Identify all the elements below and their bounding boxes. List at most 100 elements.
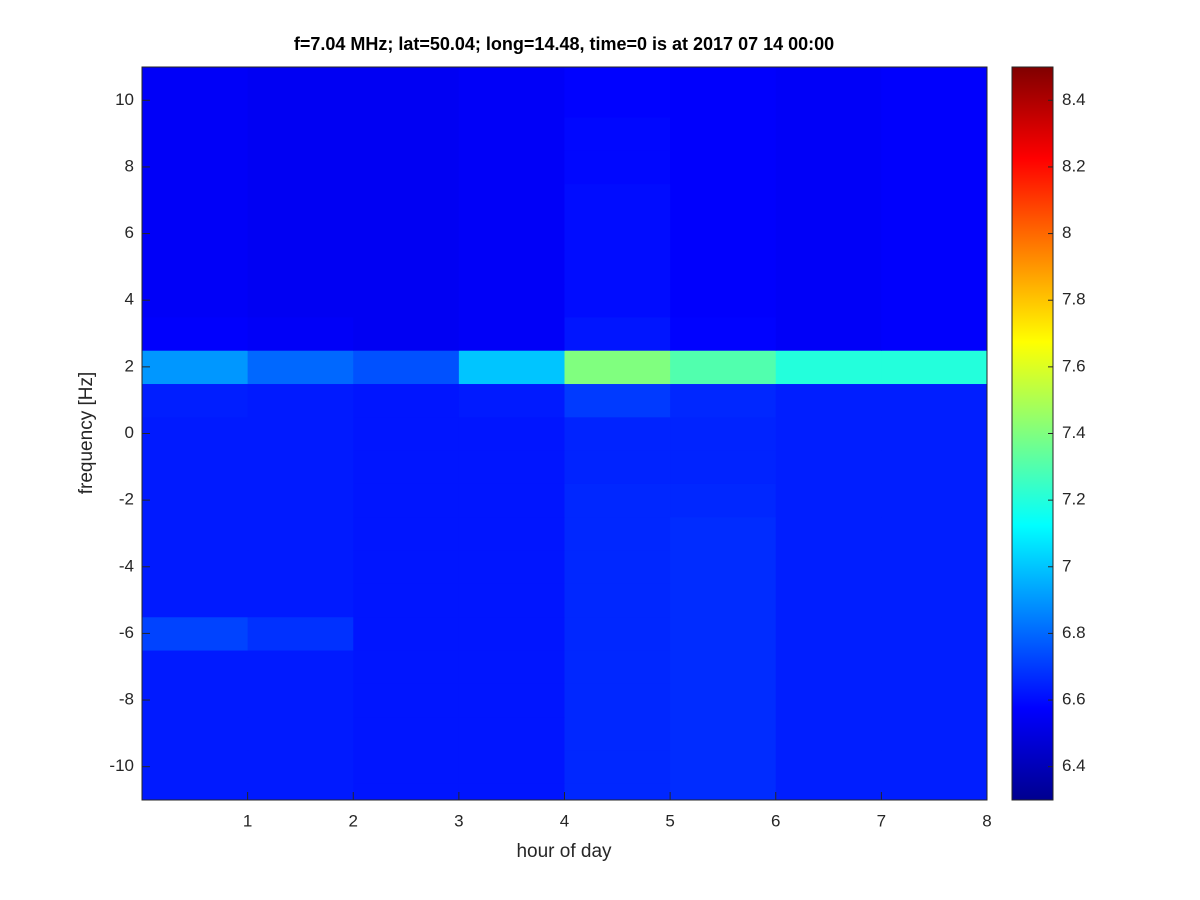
heatmap-cell — [670, 516, 777, 551]
heatmap-cell — [142, 83, 249, 118]
heatmap-cell — [142, 116, 249, 151]
y-tick-label: 6 — [125, 223, 134, 242]
heatmap-cell — [458, 650, 565, 684]
heatmap-cell — [353, 516, 460, 551]
heatmap-cell — [564, 783, 671, 801]
heatmap-cell — [564, 150, 671, 185]
heatmap-cell — [564, 350, 671, 385]
heatmap-cell — [670, 416, 777, 451]
colorbar — [1011, 66, 1054, 801]
heatmap-cell — [775, 450, 882, 484]
heatmap-cell — [775, 116, 882, 151]
heatmap-cell — [247, 450, 354, 484]
heatmap-cell — [247, 750, 354, 784]
y-tick-label: 2 — [125, 356, 134, 375]
heatmap-cell — [458, 350, 565, 385]
heatmap-cell — [775, 650, 882, 684]
heatmap-cell — [247, 316, 354, 351]
heatmap-cell — [775, 250, 882, 285]
heatmap-cell — [670, 283, 777, 318]
heatmap-cell — [458, 316, 565, 351]
heatmap-cell — [247, 216, 354, 251]
colorbar-tick-label: 6.8 — [1062, 623, 1086, 642]
heatmap-cell — [142, 383, 249, 418]
heatmap-cell — [670, 316, 777, 351]
heatmap-cell — [564, 650, 671, 684]
heatmap-cell — [564, 716, 671, 751]
heatmap-cell — [142, 716, 249, 751]
heatmap-cell — [775, 316, 882, 351]
x-tick-label: 2 — [349, 811, 358, 830]
heatmap-cell — [775, 716, 882, 751]
x-tick-label: 3 — [454, 811, 463, 830]
heatmap-cell — [247, 83, 354, 118]
heatmap-cell — [564, 550, 671, 584]
heatmap-cell — [564, 683, 671, 718]
heatmap-cell — [564, 283, 671, 318]
heatmap-cell — [458, 750, 565, 784]
heatmap-cell — [881, 483, 988, 518]
heatmap-cell — [775, 150, 882, 185]
heatmap-cell — [670, 683, 777, 718]
heatmap-cell — [670, 116, 777, 151]
heatmap-cell — [458, 483, 565, 518]
y-tick-label: -2 — [119, 490, 134, 509]
y-axis-label: frequency [Hz] — [76, 372, 97, 495]
heatmap-cell — [247, 716, 354, 751]
heatmap-cell — [142, 683, 249, 718]
heatmap-cell — [670, 450, 777, 484]
heatmap-cell — [142, 483, 249, 518]
heatmap-cell — [670, 750, 777, 784]
heatmap-cell — [142, 250, 249, 285]
chart-title: f=7.04 MHz; lat=50.04; long=14.48, time=… — [294, 34, 834, 54]
heatmap-cell — [564, 516, 671, 551]
heatmap-cell — [353, 183, 460, 218]
heatmap-cell — [881, 450, 988, 484]
heatmap-cell — [458, 516, 565, 551]
heatmap-cell — [353, 350, 460, 385]
x-axis-label: hour of day — [516, 841, 612, 862]
heatmap-cell — [881, 150, 988, 185]
heatmap-cell — [458, 383, 565, 418]
heatmap-cell — [670, 716, 777, 751]
heatmap-cell — [353, 67, 460, 85]
x-tick-label: 4 — [560, 811, 569, 830]
heatmap-cell — [775, 516, 882, 551]
heatmap-cell — [881, 783, 988, 801]
heatmap-cell — [670, 67, 777, 85]
heatmap-cell — [353, 750, 460, 784]
heatmap-cell — [247, 250, 354, 285]
heatmap-cell — [564, 67, 671, 85]
heatmap-cell — [353, 716, 460, 751]
heatmap-cell — [881, 683, 988, 718]
heatmap-cell — [881, 616, 988, 651]
heatmap-cell — [881, 67, 988, 85]
heatmap-cell — [142, 516, 249, 551]
heatmap-cell — [564, 483, 671, 518]
colorbar-tick-label: 7.2 — [1062, 490, 1086, 509]
heatmap-cell — [670, 383, 777, 418]
y-tick-label: 0 — [125, 423, 134, 442]
heatmap-cell — [353, 416, 460, 451]
heatmap-cell — [775, 750, 882, 784]
heatmap-cell — [670, 350, 777, 385]
y-tick-label: 10 — [115, 90, 134, 109]
heatmap-cell — [881, 716, 988, 751]
colorbar-tick-label: 6.6 — [1062, 690, 1086, 709]
x-tick-label: 6 — [771, 811, 780, 830]
heatmap-cell — [881, 316, 988, 351]
heatmap-cell — [247, 383, 354, 418]
heatmap-cell — [775, 216, 882, 251]
heatmap-cell — [564, 383, 671, 418]
heatmap-cell — [142, 616, 249, 651]
heatmap-cell — [142, 583, 249, 618]
heatmap-cell — [247, 783, 354, 801]
heatmap-cell — [775, 283, 882, 318]
heatmap-cell — [458, 150, 565, 185]
heatmap-cell — [564, 450, 671, 484]
heatmap-cell — [564, 416, 671, 451]
heatmap-cell — [881, 83, 988, 118]
heatmap-cell — [670, 183, 777, 218]
heatmap-cell — [458, 616, 565, 651]
heatmap-cell — [564, 183, 671, 218]
